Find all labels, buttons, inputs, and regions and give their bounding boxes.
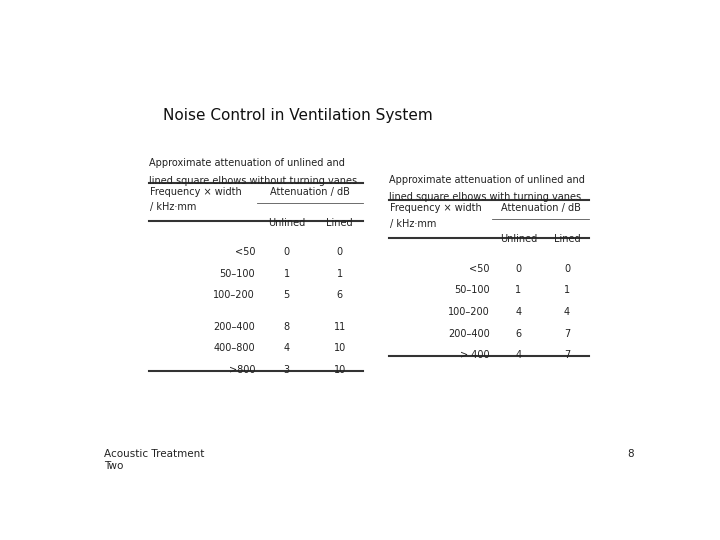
Text: lined square elbows with turning vanes: lined square elbows with turning vanes	[389, 192, 580, 202]
Text: 7: 7	[564, 350, 570, 360]
Text: > 400: > 400	[460, 350, 490, 360]
Text: 200–400: 200–400	[213, 322, 255, 332]
Text: 1: 1	[564, 285, 570, 295]
Text: Unlined: Unlined	[268, 218, 305, 228]
Text: 5: 5	[284, 290, 290, 300]
Text: 50–100: 50–100	[220, 268, 255, 279]
Text: Attenuation / dB: Attenuation / dB	[500, 203, 580, 213]
Text: Approximate attenuation of unlined and: Approximate attenuation of unlined and	[148, 158, 344, 168]
Text: 4: 4	[564, 307, 570, 317]
Text: 4: 4	[516, 307, 521, 317]
Text: Frequency × width: Frequency × width	[390, 203, 482, 213]
Text: 8: 8	[627, 449, 634, 460]
Text: lined square elbows without turning vanes: lined square elbows without turning vane…	[148, 176, 356, 186]
Text: Approximate attenuation of unlined and: Approximate attenuation of unlined and	[389, 175, 585, 185]
Text: 200–400: 200–400	[448, 328, 490, 339]
Text: Acoustic Treatment
Two: Acoustic Treatment Two	[104, 449, 204, 471]
Text: 1: 1	[284, 268, 289, 279]
Text: Unlined: Unlined	[500, 234, 537, 245]
Text: 50–100: 50–100	[454, 285, 490, 295]
Text: / kHz·mm: / kHz·mm	[390, 219, 436, 229]
Text: 100–200: 100–200	[448, 307, 490, 317]
Text: 0: 0	[564, 264, 570, 274]
Text: Attenuation / dB: Attenuation / dB	[271, 187, 351, 197]
Text: 4: 4	[516, 350, 521, 360]
Text: 7: 7	[564, 328, 570, 339]
Text: 8: 8	[284, 322, 289, 332]
Text: 1: 1	[516, 285, 521, 295]
Text: 10: 10	[333, 343, 346, 353]
Text: 6: 6	[337, 290, 343, 300]
Text: Frequency × width: Frequency × width	[150, 187, 242, 197]
Text: 3: 3	[284, 365, 289, 375]
Text: 11: 11	[333, 322, 346, 332]
Text: 0: 0	[337, 247, 343, 257]
Text: 100–200: 100–200	[213, 290, 255, 300]
Text: 1: 1	[337, 268, 343, 279]
Text: 4: 4	[284, 343, 289, 353]
Text: 0: 0	[516, 264, 521, 274]
Text: Lined: Lined	[554, 234, 580, 245]
Text: / kHz·mm: / kHz·mm	[150, 202, 197, 212]
Text: >800: >800	[229, 365, 255, 375]
Text: <50: <50	[469, 264, 490, 274]
Text: 0: 0	[284, 247, 289, 257]
Text: Lined: Lined	[326, 218, 353, 228]
Text: <50: <50	[235, 247, 255, 257]
Text: Noise Control in Ventilation System: Noise Control in Ventilation System	[163, 109, 432, 124]
Text: 400–800: 400–800	[214, 343, 255, 353]
Text: 10: 10	[333, 365, 346, 375]
Text: 6: 6	[516, 328, 521, 339]
